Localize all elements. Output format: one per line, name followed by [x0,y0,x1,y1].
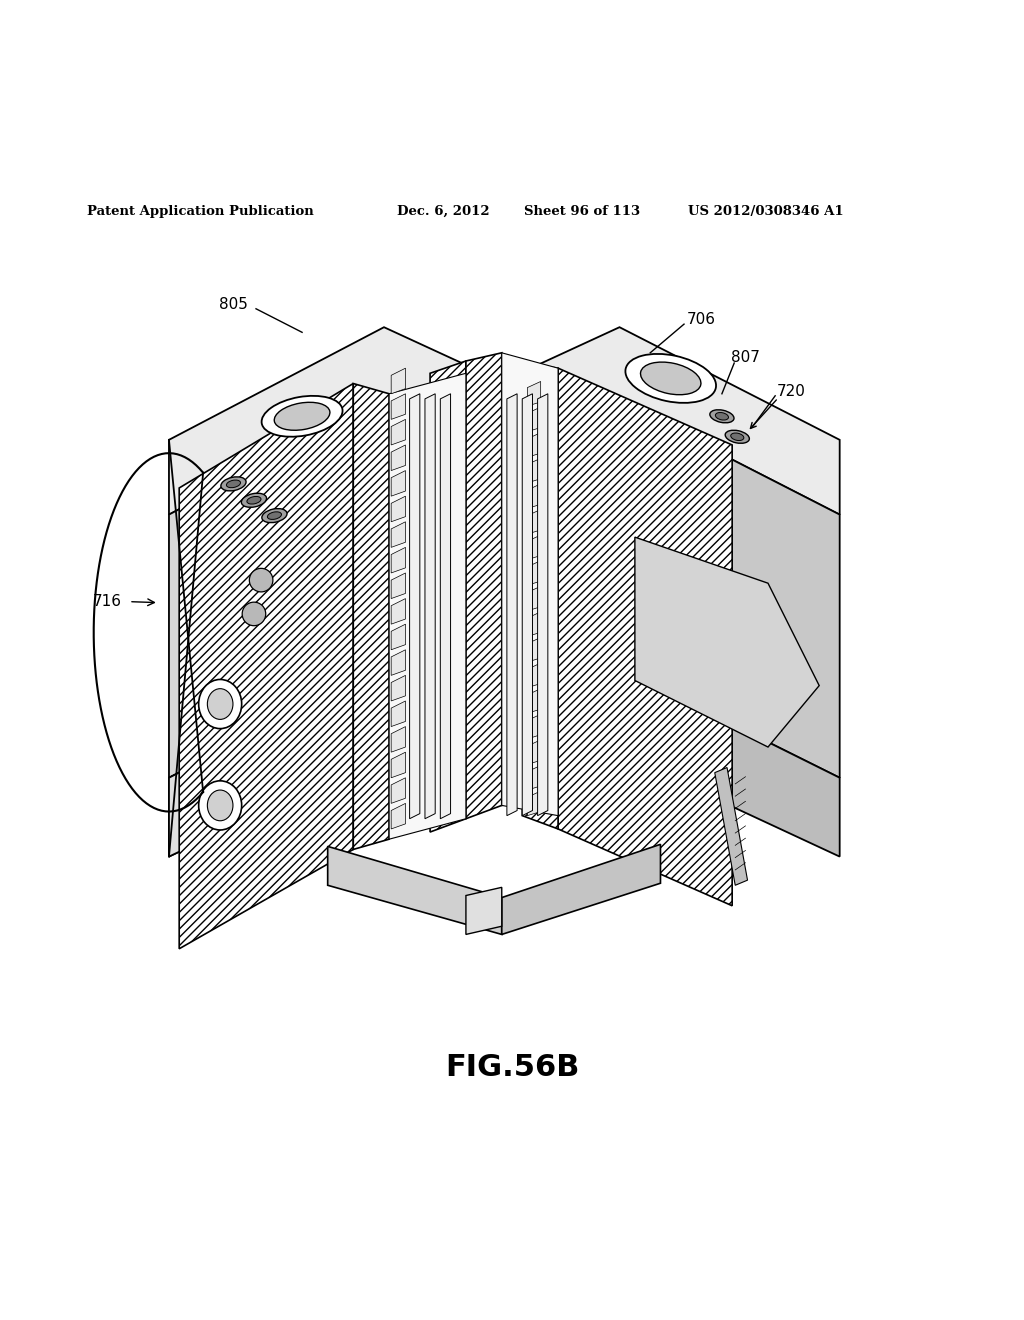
Polygon shape [538,393,548,816]
Ellipse shape [250,569,272,591]
Polygon shape [169,668,502,857]
Polygon shape [502,668,620,805]
Ellipse shape [242,602,266,626]
Polygon shape [502,403,620,723]
Polygon shape [391,624,406,649]
Ellipse shape [247,496,261,504]
Ellipse shape [640,362,701,395]
Ellipse shape [199,781,242,830]
Polygon shape [169,668,384,857]
Text: 720: 720 [777,384,806,399]
Polygon shape [391,676,406,701]
Polygon shape [391,804,406,829]
Polygon shape [527,381,541,407]
Polygon shape [527,791,541,816]
Polygon shape [425,393,435,818]
Polygon shape [391,573,406,598]
Text: Dec. 6, 2012: Dec. 6, 2012 [397,205,489,218]
Ellipse shape [226,480,241,487]
Polygon shape [527,561,541,585]
Ellipse shape [221,477,246,491]
Polygon shape [391,368,406,393]
Ellipse shape [267,512,282,520]
Polygon shape [391,726,406,752]
Polygon shape [466,887,502,935]
Ellipse shape [199,680,242,729]
Polygon shape [391,521,406,548]
Text: Patent Application Publication: Patent Application Publication [87,205,313,218]
Text: 716: 716 [93,594,122,609]
Polygon shape [389,374,466,840]
Polygon shape [527,766,541,791]
Polygon shape [328,846,502,935]
Ellipse shape [207,689,233,719]
Polygon shape [522,393,532,816]
Polygon shape [391,393,406,420]
Ellipse shape [261,396,343,437]
Polygon shape [527,638,541,663]
Ellipse shape [626,354,716,403]
Text: 807: 807 [731,350,760,366]
Text: US 2012/0308346 A1: US 2012/0308346 A1 [688,205,844,218]
Ellipse shape [725,430,750,444]
Polygon shape [169,403,384,777]
Polygon shape [527,689,541,713]
Polygon shape [391,420,406,445]
Polygon shape [466,352,502,818]
Polygon shape [502,845,660,935]
Polygon shape [522,363,558,829]
Polygon shape [527,510,541,535]
Polygon shape [558,368,732,906]
Polygon shape [620,403,840,777]
Polygon shape [715,767,748,886]
Polygon shape [391,701,406,726]
Polygon shape [527,458,541,483]
Polygon shape [391,649,406,676]
Polygon shape [440,393,451,818]
Polygon shape [502,352,558,816]
Polygon shape [527,484,541,508]
Polygon shape [179,384,353,949]
Polygon shape [527,741,541,764]
Text: Sheet 96 of 113: Sheet 96 of 113 [524,205,640,218]
Text: 805: 805 [219,297,248,312]
Polygon shape [384,403,502,723]
Ellipse shape [262,508,287,523]
Polygon shape [527,714,541,739]
Ellipse shape [207,791,233,821]
Ellipse shape [274,403,330,430]
Polygon shape [527,433,541,457]
Polygon shape [391,752,406,777]
Polygon shape [527,663,541,688]
Text: FIG.56B: FIG.56B [444,1053,580,1082]
Ellipse shape [716,413,728,420]
Polygon shape [391,470,406,496]
Ellipse shape [242,494,266,507]
Text: 706: 706 [687,312,716,326]
Polygon shape [391,598,406,624]
Polygon shape [635,537,819,747]
Polygon shape [527,586,541,611]
Ellipse shape [710,409,734,422]
Polygon shape [391,777,406,804]
Polygon shape [507,393,517,816]
Polygon shape [353,384,389,850]
Polygon shape [430,360,466,832]
Polygon shape [384,668,502,805]
Polygon shape [169,327,502,515]
Polygon shape [391,548,406,573]
Polygon shape [527,407,541,432]
Polygon shape [527,612,541,636]
Polygon shape [620,668,840,857]
Polygon shape [391,496,406,521]
Polygon shape [502,327,840,515]
Ellipse shape [731,433,743,441]
Polygon shape [527,535,541,560]
Polygon shape [391,445,406,470]
Polygon shape [410,393,420,818]
